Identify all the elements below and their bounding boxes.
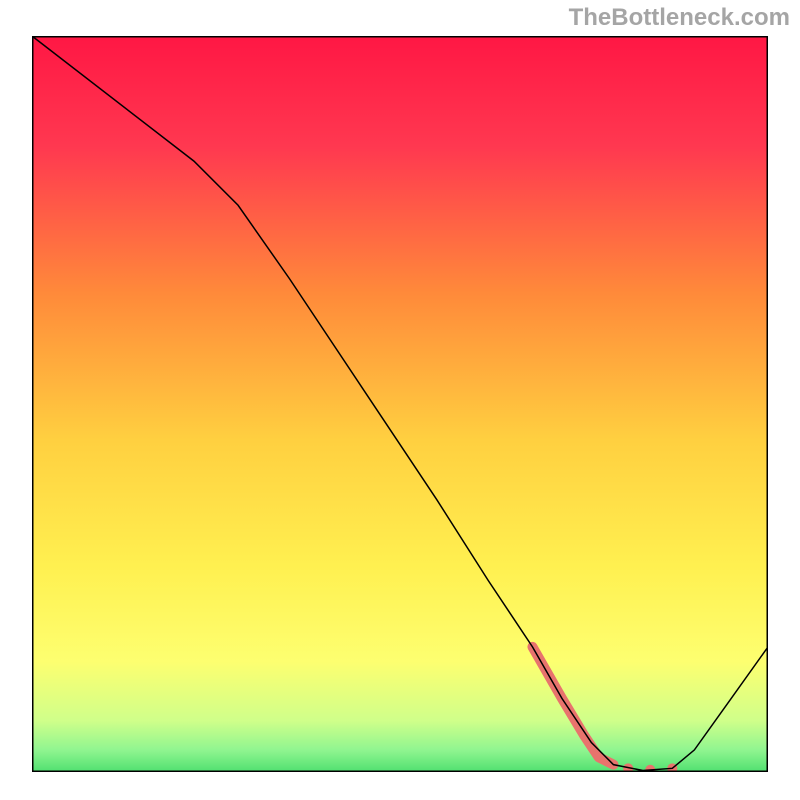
chart-background — [32, 36, 768, 772]
chart-svg — [32, 36, 768, 772]
chart-container — [32, 36, 768, 772]
watermark-text: TheBottleneck.com — [569, 4, 790, 32]
